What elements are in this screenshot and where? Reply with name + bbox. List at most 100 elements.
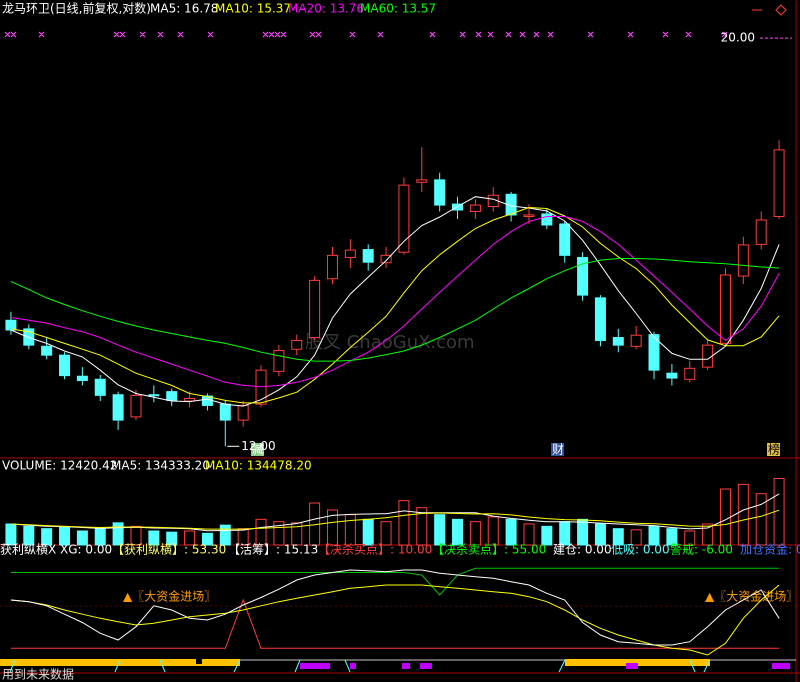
volume-bar — [255, 518, 267, 546]
candle-body — [309, 279, 321, 339]
annotation: 榜 — [768, 442, 780, 457]
signal-block — [0, 659, 240, 666]
legend-entry: 警戒: -6.00 — [670, 542, 733, 557]
volume-bar — [684, 530, 696, 546]
candle-body — [541, 213, 553, 226]
signal-label: ▲〖大资金进场〗 — [123, 589, 216, 604]
candle-body — [344, 249, 356, 258]
volume-bar — [648, 525, 660, 546]
series-line — [10, 569, 780, 646]
candle-body — [702, 344, 714, 368]
volume-bar — [559, 521, 571, 546]
candle-body — [719, 274, 731, 344]
legend-entry: MA5: 134333.20 — [111, 459, 210, 473]
candle-body — [362, 249, 374, 263]
candle-body — [94, 378, 106, 396]
volume-bar — [577, 518, 589, 546]
candle-body — [773, 149, 785, 217]
candle-body — [684, 367, 696, 380]
volume-bar — [184, 530, 196, 546]
volume-bar — [130, 525, 142, 546]
series-line — [10, 598, 780, 649]
volume-bar — [273, 521, 285, 546]
legend-entry: MA10: 15.37 — [215, 2, 291, 16]
legend-entry: MA20: 13.76 — [288, 2, 364, 16]
legend-entry: 【决杀买点】: 10.00 — [318, 542, 432, 557]
volume-bar — [344, 514, 356, 546]
series-line — [10, 509, 780, 530]
signal-block — [420, 663, 432, 669]
window-icon[interactable] — [775, 4, 787, 16]
candle-body — [76, 375, 88, 382]
volume-bar — [219, 524, 231, 546]
legend-entry: MA10: 134478.20 — [205, 459, 312, 473]
signal-label: ▲〖大资金进场〗 — [705, 589, 798, 604]
candle-body — [505, 193, 517, 216]
candle-body — [737, 244, 749, 277]
low-marker-label: 12.00 — [241, 439, 275, 453]
volume-bar — [326, 509, 338, 546]
annotation-badge — [551, 443, 564, 456]
series-line — [10, 258, 780, 362]
volume-bar — [380, 521, 392, 546]
candle-body — [59, 354, 71, 377]
series-line — [10, 216, 780, 388]
candle-body — [666, 372, 678, 379]
candle-body — [594, 297, 606, 341]
chart-title: 龙马环卫(日线,前复权,对数) — [2, 1, 151, 16]
candle-body — [148, 394, 160, 397]
signal-block — [626, 663, 638, 669]
candle-body — [219, 403, 231, 421]
candle-body — [41, 345, 53, 356]
candle-body — [398, 184, 410, 253]
volume-bar — [291, 522, 303, 546]
candle-body — [237, 404, 249, 421]
volume-bar — [416, 507, 428, 546]
volume-bar — [76, 530, 88, 546]
legend-entry: MA60: 13.57 — [360, 2, 436, 16]
volume-bar — [594, 523, 606, 546]
candle-body — [469, 204, 481, 212]
volume-bar — [469, 521, 481, 546]
volume-bar — [719, 488, 731, 546]
annotation-badge — [767, 443, 780, 456]
candle-body — [166, 391, 178, 401]
volume-bar — [41, 528, 53, 546]
signal-crosses — [4, 31, 728, 38]
volume-bar — [434, 514, 446, 546]
series-line — [10, 493, 780, 532]
volume-bar — [612, 528, 624, 546]
candle-body — [523, 214, 535, 217]
signal-block — [300, 663, 330, 669]
watermark: 股叉 ChaoGuX.com — [305, 332, 475, 353]
candle-body — [326, 254, 338, 280]
volume-bar — [362, 518, 374, 546]
legend-entry: 【决杀卖点】: 55.00 — [432, 542, 546, 557]
volume-bar — [398, 500, 410, 546]
candle-body — [630, 334, 642, 347]
candle-body — [434, 179, 446, 206]
volume-title: VOLUME: 12420.42 — [2, 459, 117, 473]
candle-body — [291, 339, 303, 350]
legend-entry: 建仓: 0.00 — [553, 543, 612, 557]
legend-entry: 【活筹】: 15.13 — [228, 543, 318, 557]
annotation: 财 — [552, 443, 564, 457]
volume-bar — [523, 523, 535, 546]
volume-bar — [112, 522, 124, 546]
y-tick-label: 20.00 — [721, 31, 755, 45]
candle-body — [184, 397, 196, 402]
candle-body — [416, 179, 428, 183]
signal-block — [350, 663, 356, 669]
volume-bar — [737, 483, 749, 546]
annotation: 减 — [252, 443, 264, 457]
series-line — [10, 584, 780, 656]
signal-edges — [9, 659, 711, 673]
candle-body — [273, 349, 285, 372]
legend-entry: 获利纵横X XG: 0.00 — [0, 543, 112, 557]
candle-body — [5, 319, 17, 331]
signal-gap — [196, 659, 202, 664]
candle-body — [648, 334, 660, 371]
candle-body — [559, 223, 571, 256]
